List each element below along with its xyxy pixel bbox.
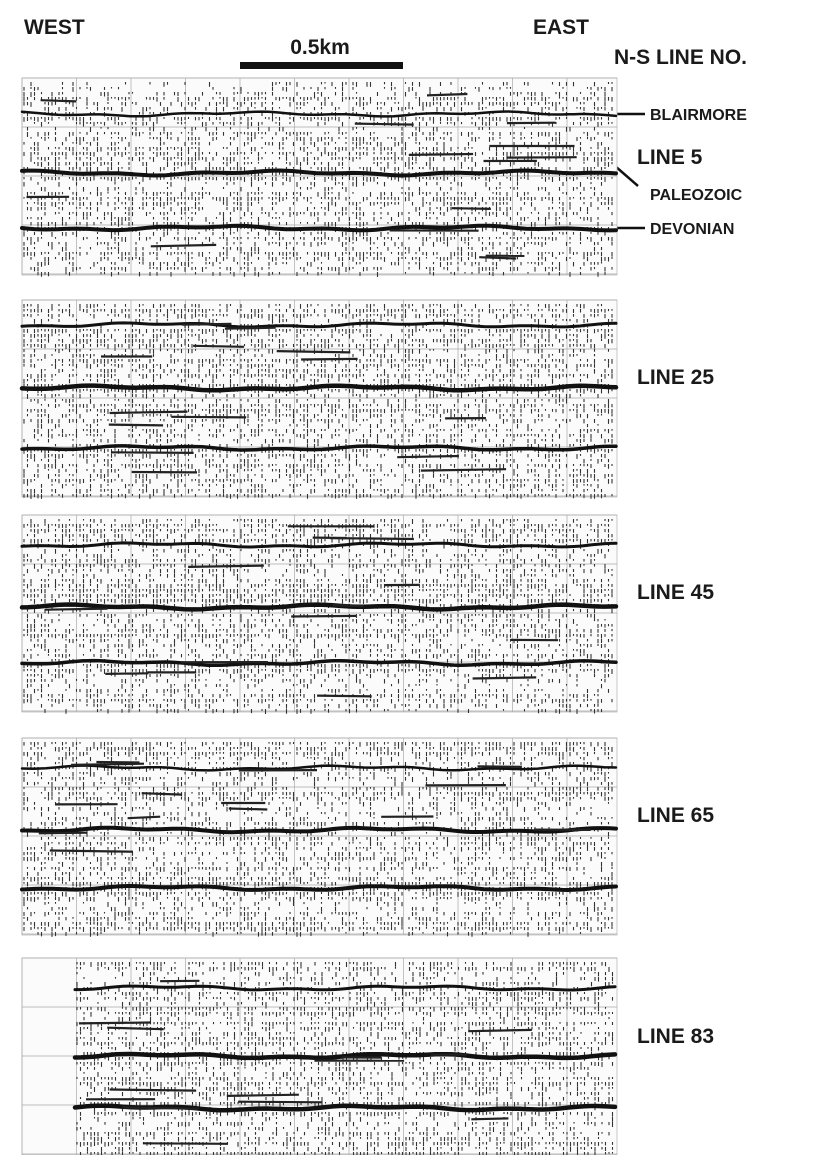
reflector-fragment bbox=[472, 676, 537, 680]
reflector-fragment bbox=[276, 350, 351, 354]
west-label: WEST bbox=[24, 16, 85, 39]
reflector bbox=[19, 383, 619, 393]
reflector-fragment bbox=[397, 454, 459, 459]
reflector bbox=[20, 825, 618, 835]
reflector-fragment bbox=[477, 765, 522, 768]
reflector-fragment bbox=[226, 1093, 299, 1097]
reflector-fragment bbox=[111, 451, 194, 454]
reflector-fragment bbox=[78, 1021, 151, 1025]
panel-label: LINE 65 bbox=[637, 804, 714, 827]
reflector-fragment bbox=[105, 672, 149, 675]
reflector-fragment bbox=[109, 1088, 197, 1092]
reflector-fragment bbox=[408, 152, 474, 156]
reflector-fragment bbox=[109, 410, 188, 415]
reflector-fragment bbox=[107, 1026, 164, 1031]
reflector bbox=[72, 1051, 618, 1061]
reflector-fragment bbox=[171, 415, 247, 419]
east-label: EAST bbox=[533, 16, 589, 39]
panel-label: LINE 83 bbox=[637, 1025, 714, 1048]
panel-label: LINE 5 bbox=[637, 146, 703, 169]
reflector-fragment bbox=[354, 122, 414, 126]
section-frame bbox=[21, 737, 618, 936]
reflector-fragment bbox=[451, 207, 491, 210]
reflector-fragment bbox=[127, 815, 161, 820]
leader-line bbox=[614, 165, 639, 187]
reflector bbox=[20, 168, 618, 178]
reflector bbox=[20, 658, 618, 668]
scale-label: 0.5km bbox=[290, 36, 350, 59]
reflector-fragment bbox=[291, 614, 357, 618]
reflector-fragment bbox=[96, 760, 140, 764]
reflector-fragment bbox=[426, 92, 468, 97]
reflector-fragment bbox=[238, 1100, 323, 1104]
grid bbox=[21, 737, 617, 935]
column-title: N-S LINE NO. bbox=[614, 46, 747, 69]
reflector-fragment bbox=[141, 792, 183, 796]
reflector-fragment bbox=[471, 1117, 509, 1121]
seismic-texture bbox=[23, 742, 613, 937]
reflector bbox=[20, 321, 618, 329]
reflector-fragment bbox=[108, 423, 164, 427]
reflector-fragment bbox=[142, 1142, 228, 1145]
scale-bar bbox=[240, 62, 403, 69]
horizon-label: BLAIRMORE bbox=[650, 107, 747, 124]
reflector bbox=[72, 1103, 618, 1113]
reflector bbox=[20, 883, 618, 893]
reflector-fragment bbox=[181, 322, 232, 326]
reflector-fragment bbox=[49, 849, 134, 853]
horizon-label: DEVONIAN bbox=[650, 221, 734, 238]
reflector bbox=[20, 764, 618, 772]
reflector-fragment bbox=[122, 1106, 199, 1110]
reflector bbox=[20, 541, 618, 549]
reflector-fragment bbox=[332, 604, 364, 608]
reflector-fragment bbox=[224, 326, 276, 330]
reflector bbox=[19, 602, 619, 612]
reflector bbox=[73, 984, 617, 992]
reflector-fragment bbox=[317, 694, 372, 698]
reflector-fragment bbox=[40, 99, 77, 103]
horizon-label: PALEOZOIC bbox=[650, 187, 743, 204]
reflector-fragment bbox=[420, 468, 507, 472]
seismic-texture bbox=[23, 304, 613, 499]
reflector-fragment bbox=[468, 1028, 532, 1033]
reflector-fragment bbox=[45, 607, 108, 611]
panel-label: LINE 25 bbox=[637, 366, 714, 389]
reflector-fragment bbox=[301, 357, 358, 361]
reflector-fragment bbox=[228, 807, 268, 811]
seismic-sections bbox=[19, 77, 619, 1155]
reflector-fragment bbox=[38, 831, 88, 835]
reflector bbox=[20, 444, 618, 452]
reflector-fragment bbox=[71, 762, 145, 766]
reflector-fragment bbox=[188, 564, 264, 568]
reflector-fragment bbox=[193, 344, 244, 348]
reflector-fragment bbox=[479, 256, 517, 260]
reflector-fragment bbox=[150, 243, 217, 248]
reflector bbox=[20, 223, 618, 233]
reflector bbox=[20, 110, 618, 118]
panel-label: LINE 45 bbox=[637, 581, 714, 604]
